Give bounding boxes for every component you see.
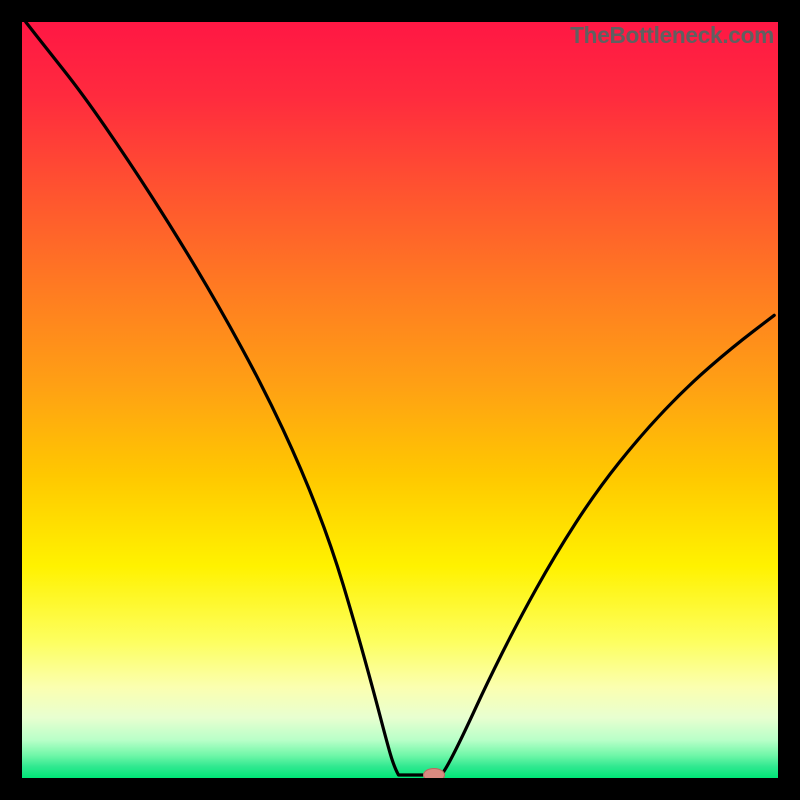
chart-plot-area: TheBottleneck.com — [22, 22, 778, 778]
chart-frame: TheBottleneck.com — [0, 0, 800, 800]
bottleneck-marker — [423, 768, 445, 778]
watermark-text: TheBottleneck.com — [570, 22, 774, 49]
chart-curve — [22, 22, 778, 778]
